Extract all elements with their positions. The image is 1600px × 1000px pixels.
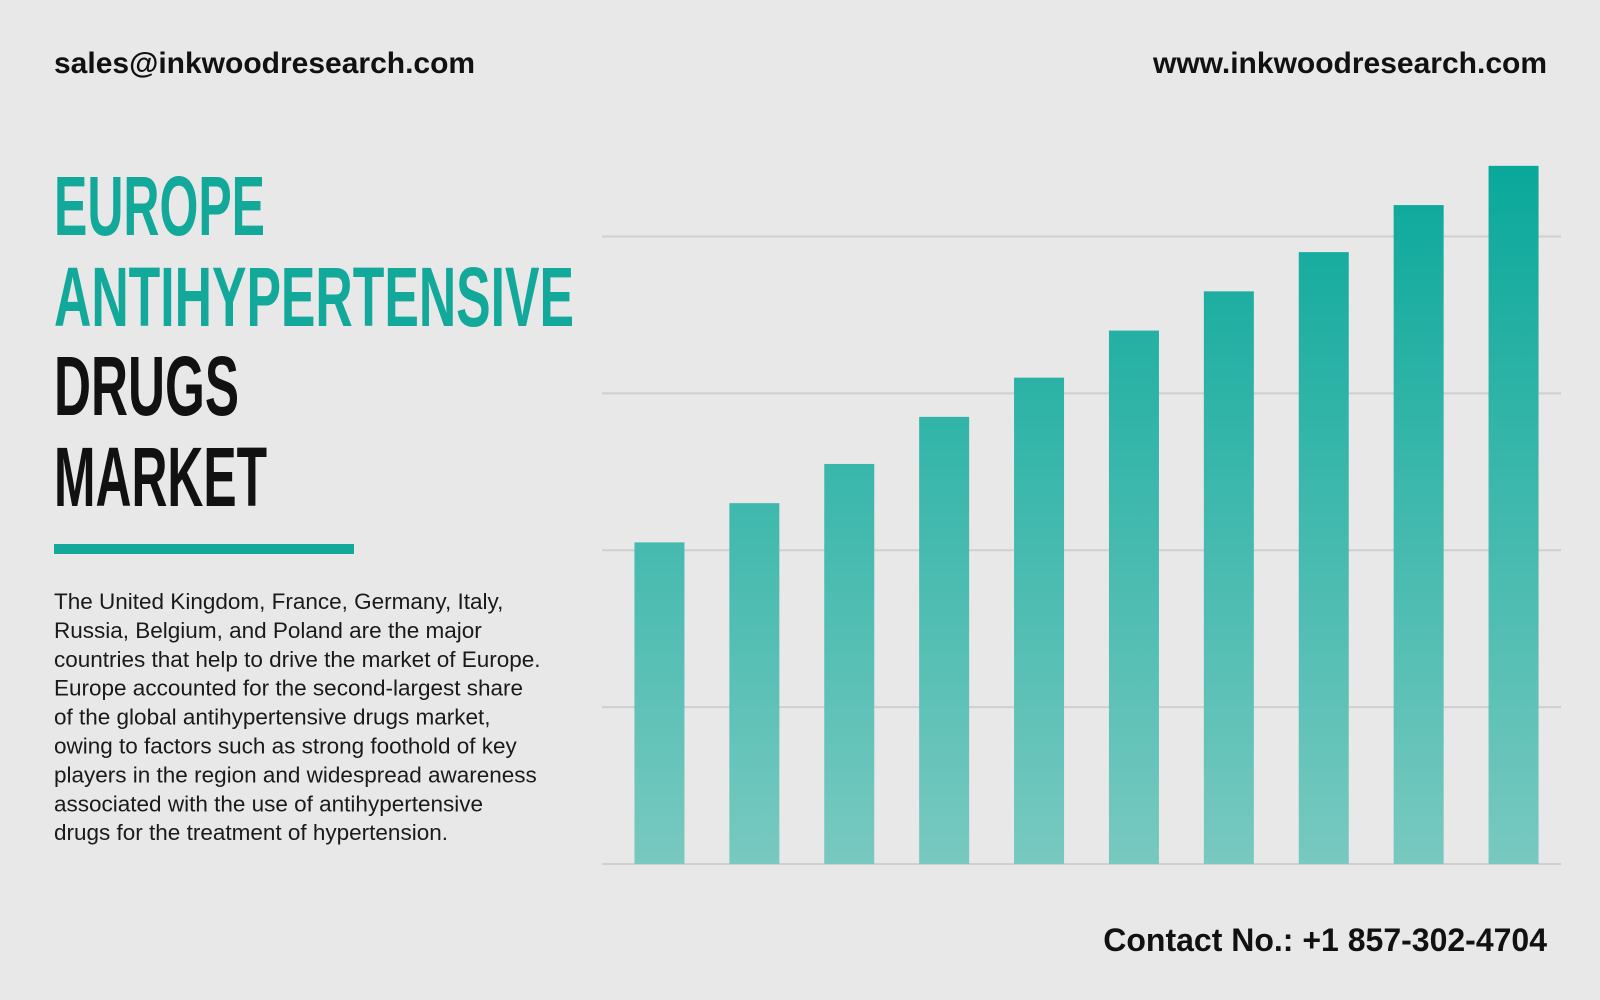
paragraph-line: owing to factors such as strong foothold… [54,734,518,759]
contact: Contact No.: +1 857-302-4704 [1103,922,1547,958]
paragraph: The United Kingdom, France, Germany, Ita… [54,589,541,845]
paragraph-line: countries that help to drive the market … [54,647,541,672]
title-line: MARKET [54,430,267,524]
bar [1298,252,1349,865]
paragraph-line: associated with the use of antihypertens… [54,791,483,816]
bar [634,542,685,864]
title-line: EUROPE [54,159,265,253]
bar [919,416,970,864]
bar [1108,330,1159,865]
paragraph-line: players in the region and widespread awa… [54,762,537,787]
bar [1014,377,1065,864]
bar [824,463,875,864]
website: www.inkwoodresearch.com [1152,47,1547,80]
paragraph-line: of the global antihypertensive drugs mar… [54,705,491,730]
bar [1488,165,1539,864]
paragraph-line: Russia, Belgium, and Poland are the majo… [54,618,482,643]
title-line: ANTIHYPERTENSIVE [54,250,574,344]
paragraph-line: Europe accounted for the second-largest … [54,676,523,701]
paragraph-line: drugs for the treatment of hypertension. [54,820,448,845]
bar [1203,291,1254,864]
title-line: DRUGS [54,339,239,433]
email: sales@inkwoodresearch.com [54,47,475,80]
bar [1393,205,1444,865]
paragraph-line: The United Kingdom, France, Germany, Ita… [54,589,503,614]
bar [729,503,780,864]
title-underline [54,544,354,554]
